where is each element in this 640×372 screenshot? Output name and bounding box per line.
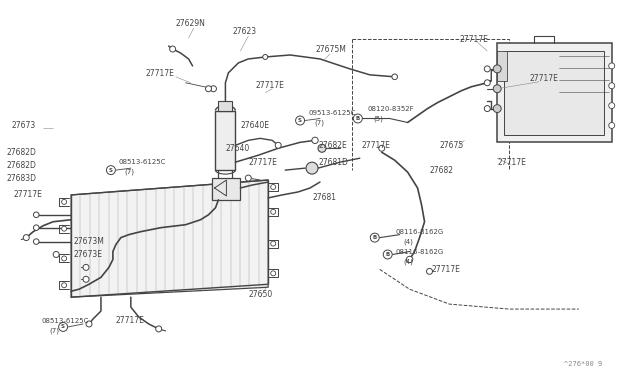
Text: 27675: 27675 — [440, 141, 464, 150]
Circle shape — [106, 166, 115, 174]
Circle shape — [83, 276, 89, 282]
Circle shape — [61, 226, 67, 231]
Circle shape — [156, 326, 162, 332]
Text: 27717E: 27717E — [146, 69, 175, 78]
Circle shape — [312, 137, 318, 144]
Circle shape — [53, 251, 59, 257]
Text: 27673: 27673 — [12, 121, 36, 130]
Circle shape — [484, 80, 490, 86]
Circle shape — [245, 175, 252, 181]
Text: 27673M: 27673M — [73, 237, 104, 246]
Circle shape — [170, 46, 175, 52]
Circle shape — [609, 103, 614, 109]
Text: S: S — [298, 118, 302, 123]
Circle shape — [371, 233, 380, 242]
Text: 27682D: 27682D — [6, 161, 36, 170]
Circle shape — [271, 241, 276, 246]
Text: 08116-8162G: 08116-8162G — [396, 229, 444, 235]
Circle shape — [33, 212, 39, 218]
Bar — [504, 51, 604, 135]
Text: 27681: 27681 — [312, 193, 336, 202]
Bar — [218, 101, 232, 110]
Text: 27650: 27650 — [248, 290, 273, 299]
Circle shape — [392, 74, 397, 80]
Circle shape — [609, 122, 614, 128]
Text: 27623: 27623 — [232, 27, 257, 36]
Text: B: B — [385, 252, 390, 257]
Circle shape — [484, 66, 490, 72]
Circle shape — [271, 271, 276, 276]
Text: 27717E: 27717E — [431, 265, 460, 274]
Text: 27683D: 27683D — [6, 174, 36, 183]
Text: 27717E: 27717E — [460, 35, 488, 44]
Text: 27717E: 27717E — [248, 158, 277, 167]
Text: B: B — [372, 235, 377, 240]
Circle shape — [33, 239, 39, 244]
Text: (4): (4) — [404, 238, 413, 245]
Circle shape — [271, 209, 276, 214]
Circle shape — [263, 54, 268, 60]
Circle shape — [33, 225, 39, 231]
Text: 27717E: 27717E — [497, 158, 526, 167]
Text: 08513-6125C: 08513-6125C — [41, 318, 88, 324]
Text: 08513-6125C: 08513-6125C — [119, 159, 166, 165]
Text: ^276*00 9: ^276*00 9 — [564, 360, 602, 367]
Text: 08120-8352F: 08120-8352F — [368, 106, 415, 112]
Text: 27640: 27640 — [225, 144, 250, 153]
Circle shape — [406, 256, 413, 263]
Text: 27629N: 27629N — [175, 19, 205, 28]
Circle shape — [609, 63, 614, 69]
Circle shape — [61, 256, 67, 261]
Circle shape — [275, 142, 281, 148]
Circle shape — [379, 145, 385, 151]
Bar — [212, 178, 241, 200]
Bar — [216, 110, 236, 170]
Text: 27675M: 27675M — [315, 45, 346, 54]
Circle shape — [484, 106, 490, 112]
Circle shape — [86, 321, 92, 327]
Text: 27717E: 27717E — [255, 81, 284, 90]
Text: 27682: 27682 — [429, 166, 454, 174]
Text: 27682D: 27682D — [6, 148, 36, 157]
Circle shape — [271, 185, 276, 189]
Text: (7): (7) — [314, 119, 324, 126]
Text: 09513-6125C: 09513-6125C — [308, 109, 355, 116]
Text: S: S — [109, 168, 113, 173]
Text: 27717E: 27717E — [116, 317, 145, 326]
Text: (5): (5) — [374, 115, 383, 122]
Circle shape — [61, 199, 67, 204]
Polygon shape — [71, 180, 268, 297]
Circle shape — [296, 116, 305, 125]
Circle shape — [426, 268, 433, 274]
Circle shape — [23, 235, 29, 241]
Text: 27717E: 27717E — [13, 190, 42, 199]
Circle shape — [493, 65, 501, 73]
Text: (7): (7) — [49, 328, 59, 334]
Text: (7): (7) — [125, 169, 135, 175]
Text: S: S — [61, 324, 65, 330]
Circle shape — [383, 250, 392, 259]
Circle shape — [306, 162, 318, 174]
Circle shape — [59, 323, 68, 331]
Text: B: B — [356, 116, 360, 121]
Text: 27717E: 27717E — [529, 74, 558, 83]
Circle shape — [83, 264, 89, 270]
Circle shape — [609, 83, 614, 89]
Circle shape — [61, 283, 67, 288]
Text: 27717E: 27717E — [362, 141, 390, 150]
Circle shape — [353, 114, 362, 123]
Circle shape — [318, 144, 326, 152]
Circle shape — [211, 86, 216, 92]
Circle shape — [493, 85, 501, 93]
Circle shape — [493, 105, 501, 113]
Bar — [497, 43, 612, 142]
Text: 27673E: 27673E — [73, 250, 102, 259]
Text: 27681D: 27681D — [318, 158, 348, 167]
Text: 27640E: 27640E — [241, 121, 269, 130]
Text: (4): (4) — [404, 258, 413, 265]
Text: 27682E: 27682E — [318, 141, 347, 150]
Bar — [497, 51, 507, 81]
Circle shape — [205, 86, 211, 92]
Text: 08116-8162G: 08116-8162G — [396, 248, 444, 254]
